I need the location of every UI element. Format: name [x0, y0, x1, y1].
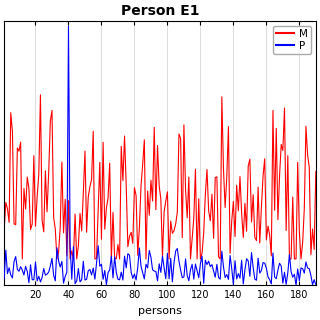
P	[98, 264, 102, 268]
P	[146, 266, 149, 270]
M	[20, 257, 24, 261]
M	[2, 228, 6, 232]
M	[37, 172, 41, 176]
P	[294, 284, 298, 287]
P	[161, 254, 164, 258]
P	[76, 267, 80, 270]
M	[148, 213, 151, 217]
P	[2, 277, 6, 281]
P	[93, 277, 97, 281]
M	[95, 257, 99, 260]
P	[35, 279, 39, 283]
M	[78, 212, 82, 215]
M	[100, 237, 103, 241]
M	[38, 93, 42, 97]
M	[162, 210, 166, 213]
Title: Person E1: Person E1	[121, 4, 199, 18]
Legend: M, P: M, P	[273, 26, 311, 54]
P	[67, 24, 70, 28]
M	[314, 170, 318, 173]
Line: P: P	[4, 26, 316, 285]
Line: M: M	[4, 95, 316, 259]
P	[314, 283, 318, 287]
X-axis label: persons: persons	[138, 306, 182, 316]
